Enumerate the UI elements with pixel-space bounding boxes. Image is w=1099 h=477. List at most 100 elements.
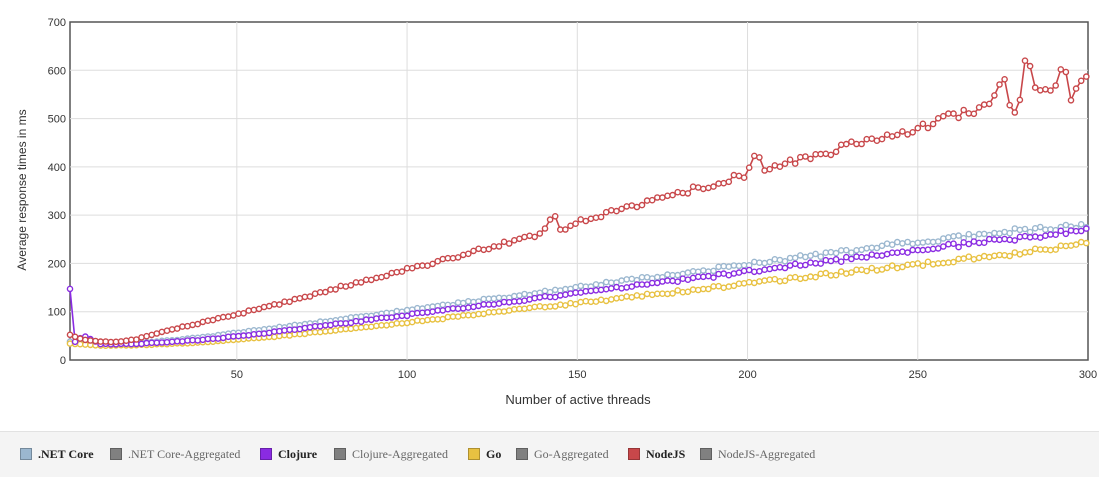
data-point bbox=[521, 305, 528, 313]
data-point bbox=[832, 255, 840, 263]
data-point bbox=[470, 303, 477, 311]
data-point bbox=[1072, 85, 1080, 92]
data-point bbox=[87, 337, 94, 344]
data-point bbox=[970, 110, 978, 118]
data-point bbox=[572, 283, 579, 291]
data-point bbox=[281, 327, 288, 334]
data-point bbox=[710, 267, 717, 275]
data-point bbox=[940, 112, 947, 120]
data-point bbox=[700, 267, 707, 274]
data-point bbox=[541, 292, 549, 300]
x-tick-label: 100 bbox=[398, 369, 416, 381]
legend-item[interactable]: Clojure-Aggregated bbox=[334, 446, 448, 462]
data-point bbox=[429, 260, 436, 268]
legend-item[interactable]: Go bbox=[468, 446, 501, 462]
legend-item[interactable]: NodeJS bbox=[628, 446, 685, 462]
data-point bbox=[745, 164, 753, 171]
data-point bbox=[194, 320, 201, 328]
data-point bbox=[950, 110, 957, 117]
legend-item[interactable]: .NET Core bbox=[20, 446, 94, 462]
data-point bbox=[1026, 228, 1034, 236]
data-point bbox=[945, 240, 952, 248]
data-point bbox=[679, 275, 687, 283]
legend-item[interactable]: Clojure bbox=[260, 446, 317, 462]
data-point bbox=[725, 283, 733, 290]
data-point bbox=[276, 327, 283, 335]
data-point bbox=[403, 306, 411, 314]
data-point bbox=[388, 321, 396, 328]
data-point bbox=[393, 307, 401, 315]
data-point bbox=[848, 255, 855, 263]
data-point bbox=[689, 286, 697, 293]
legend-item[interactable]: .NET Core-Aggregated bbox=[110, 446, 240, 462]
data-point bbox=[393, 319, 401, 327]
x-tick-label: 150 bbox=[568, 369, 586, 381]
data-point bbox=[766, 276, 774, 284]
data-point bbox=[899, 248, 906, 255]
data-point bbox=[403, 312, 411, 320]
data-point bbox=[383, 321, 390, 329]
data-point bbox=[940, 243, 947, 250]
y-tick-label: 300 bbox=[48, 210, 66, 222]
data-point bbox=[454, 313, 462, 320]
data-point bbox=[219, 313, 227, 321]
data-point bbox=[756, 278, 763, 285]
data-point bbox=[980, 230, 988, 238]
y-axis-label: Average response times in ms bbox=[15, 109, 29, 270]
data-point bbox=[572, 220, 579, 227]
data-point bbox=[500, 308, 508, 315]
data-point bbox=[214, 335, 222, 342]
data-point bbox=[337, 326, 345, 333]
data-point bbox=[996, 81, 1003, 88]
data-point bbox=[454, 299, 462, 306]
data-point bbox=[1057, 66, 1065, 73]
data-point bbox=[179, 338, 186, 345]
data-point bbox=[562, 226, 569, 233]
data-point bbox=[434, 257, 442, 265]
legend-item[interactable]: Go-Aggregated bbox=[516, 446, 609, 462]
legend-item[interactable]: NodeJS-Aggregated bbox=[700, 446, 815, 462]
data-point bbox=[929, 120, 937, 128]
data-point bbox=[996, 236, 1003, 244]
data-point bbox=[643, 273, 651, 281]
data-point bbox=[102, 338, 109, 345]
data-point bbox=[970, 238, 978, 245]
data-point bbox=[1031, 84, 1039, 91]
chart: Number of active threads Average respons… bbox=[15, 17, 1097, 407]
data-point bbox=[602, 278, 610, 286]
data-point bbox=[1001, 251, 1008, 259]
data-point bbox=[1001, 228, 1008, 236]
data-point bbox=[408, 264, 416, 272]
data-point bbox=[1001, 76, 1008, 83]
data-point bbox=[1042, 232, 1049, 239]
data-point bbox=[526, 296, 533, 303]
data-point bbox=[526, 232, 533, 240]
data-point bbox=[802, 274, 809, 282]
data-point bbox=[802, 253, 809, 261]
data-point bbox=[557, 292, 564, 299]
data-point bbox=[1083, 239, 1090, 247]
data-point bbox=[705, 285, 712, 293]
data-point bbox=[863, 254, 871, 261]
data-point bbox=[1057, 227, 1065, 235]
data-point bbox=[276, 301, 283, 308]
data-point bbox=[505, 307, 513, 314]
data-point bbox=[761, 167, 768, 174]
data-point bbox=[531, 294, 539, 302]
data-point bbox=[878, 135, 886, 143]
data-point bbox=[613, 207, 620, 215]
legend-label: Clojure bbox=[278, 446, 318, 461]
data-point bbox=[138, 340, 145, 348]
data-point bbox=[367, 323, 375, 331]
legend-swatch bbox=[700, 448, 712, 460]
legend-swatch bbox=[334, 448, 346, 460]
data-point bbox=[929, 245, 937, 253]
y-tick-label: 500 bbox=[48, 114, 66, 126]
y-tick-label: 400 bbox=[48, 162, 66, 174]
data-point bbox=[378, 273, 385, 281]
data-point bbox=[173, 325, 181, 332]
data-point bbox=[373, 322, 380, 330]
data-point bbox=[138, 334, 145, 341]
data-point bbox=[797, 275, 804, 283]
data-point bbox=[761, 259, 768, 267]
